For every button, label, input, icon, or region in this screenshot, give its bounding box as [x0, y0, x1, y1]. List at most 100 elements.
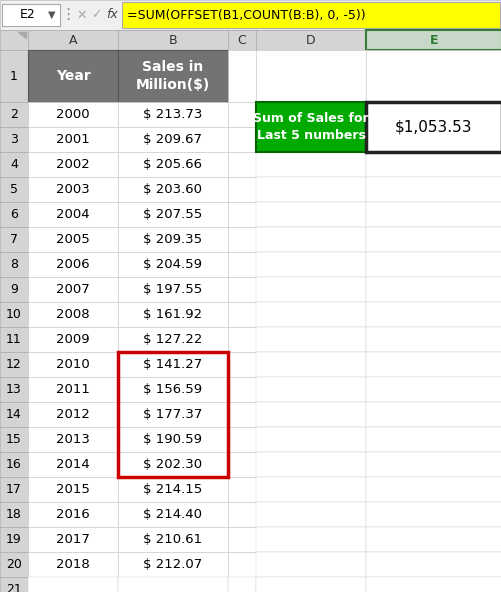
Bar	[28, 177, 118, 202]
Bar	[365, 102, 501, 152]
Bar	[256, 527, 365, 552]
Text: 2017: 2017	[56, 533, 90, 546]
Bar	[365, 30, 501, 50]
Bar	[256, 427, 365, 452]
Bar	[118, 30, 227, 50]
Text: 2016: 2016	[56, 508, 90, 521]
Text: $ 213.73: $ 213.73	[143, 108, 202, 121]
Text: 2000: 2000	[56, 108, 90, 121]
Bar	[0, 202, 28, 227]
Bar	[365, 402, 501, 427]
Bar	[28, 227, 118, 252]
Bar	[28, 502, 118, 527]
Bar	[227, 252, 256, 277]
Bar	[227, 152, 256, 177]
Bar	[28, 552, 118, 577]
Bar	[0, 527, 28, 552]
Text: fx: fx	[106, 8, 118, 21]
Bar	[227, 277, 256, 302]
Text: 15: 15	[6, 433, 22, 446]
Bar	[0, 0, 501, 30]
Text: C: C	[237, 34, 246, 47]
Bar	[256, 227, 365, 252]
Bar	[28, 302, 118, 327]
Text: 7: 7	[10, 233, 18, 246]
Text: 2015: 2015	[56, 483, 90, 496]
Text: 2004: 2004	[56, 208, 90, 221]
Text: $ 177.37: $ 177.37	[143, 408, 202, 421]
Text: 2008: 2008	[56, 308, 90, 321]
Bar	[256, 352, 365, 377]
Bar	[227, 502, 256, 527]
Bar	[118, 352, 227, 477]
Bar	[365, 227, 501, 252]
Bar	[28, 152, 118, 177]
Text: $ 209.35: $ 209.35	[143, 233, 202, 246]
Bar	[227, 577, 256, 592]
Bar	[227, 102, 256, 127]
Bar	[118, 202, 227, 227]
Text: 8: 8	[10, 258, 18, 271]
Text: 2005: 2005	[56, 233, 90, 246]
Bar	[227, 227, 256, 252]
Bar	[0, 50, 28, 102]
Text: E2: E2	[20, 8, 36, 21]
Bar	[28, 527, 118, 552]
Bar	[256, 127, 365, 152]
Text: ✓: ✓	[91, 8, 101, 21]
Bar	[28, 30, 118, 50]
Text: 20: 20	[6, 558, 22, 571]
Bar	[28, 252, 118, 277]
Bar	[118, 277, 227, 302]
Bar	[28, 102, 118, 127]
Bar	[256, 452, 365, 477]
Bar	[256, 552, 365, 577]
Text: 2018: 2018	[56, 558, 90, 571]
Bar	[365, 477, 501, 502]
Text: 11: 11	[6, 333, 22, 346]
Bar	[365, 152, 501, 177]
Text: 2001: 2001	[56, 133, 90, 146]
Bar	[365, 352, 501, 377]
Text: 2011: 2011	[56, 383, 90, 396]
Text: $ 209.67: $ 209.67	[143, 133, 202, 146]
Text: ▼: ▼	[48, 10, 56, 20]
Bar	[118, 177, 227, 202]
Bar	[256, 302, 365, 327]
Bar	[0, 352, 28, 377]
Bar	[118, 352, 227, 377]
Text: 2007: 2007	[56, 283, 90, 296]
Text: 21: 21	[6, 583, 22, 592]
Bar	[365, 102, 501, 127]
Bar	[28, 50, 118, 102]
Text: 3: 3	[10, 133, 18, 146]
Text: $ 205.66: $ 205.66	[143, 158, 202, 171]
Bar	[256, 102, 365, 127]
Bar	[256, 102, 365, 152]
Bar	[118, 152, 227, 177]
Bar	[227, 177, 256, 202]
Text: 19: 19	[6, 533, 22, 546]
Bar	[0, 30, 28, 50]
Bar	[365, 127, 501, 152]
Bar	[227, 402, 256, 427]
Bar	[28, 477, 118, 502]
Bar	[118, 227, 227, 252]
Bar	[227, 30, 256, 50]
Bar	[118, 127, 227, 152]
Bar	[28, 202, 118, 227]
Bar	[118, 50, 227, 102]
Bar	[365, 552, 501, 577]
Text: E: E	[429, 34, 437, 47]
Text: $ 127.22: $ 127.22	[143, 333, 202, 346]
Bar	[256, 30, 365, 50]
Text: 2010: 2010	[56, 358, 90, 371]
Text: 14: 14	[6, 408, 22, 421]
Bar	[0, 227, 28, 252]
Bar	[365, 502, 501, 527]
Bar	[365, 427, 501, 452]
Text: $ 214.15: $ 214.15	[143, 483, 202, 496]
Bar	[0, 402, 28, 427]
Text: $ 141.27: $ 141.27	[143, 358, 202, 371]
Bar	[256, 477, 365, 502]
